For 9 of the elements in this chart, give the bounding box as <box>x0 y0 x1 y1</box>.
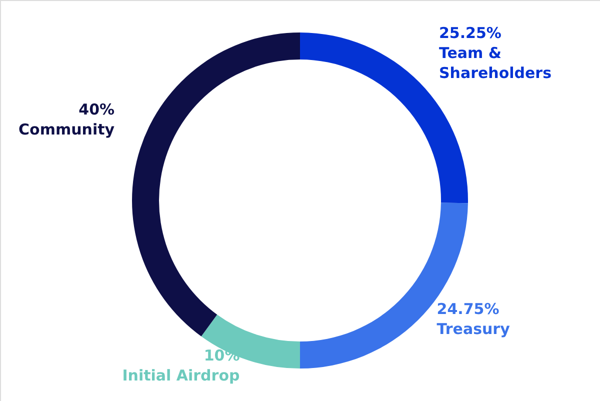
data-label: 24.75% <box>436 300 500 318</box>
slice-label: Team & Shareholders <box>438 44 552 82</box>
donut-slice <box>201 314 300 368</box>
donut-slice <box>132 32 300 336</box>
slice-label: Initial Airdrop <box>122 366 240 384</box>
data-label: 25.25% <box>438 24 502 42</box>
slice-label: Treasury <box>436 320 510 338</box>
data-label: 40% <box>78 100 115 119</box>
slice-label: Community <box>18 120 115 139</box>
